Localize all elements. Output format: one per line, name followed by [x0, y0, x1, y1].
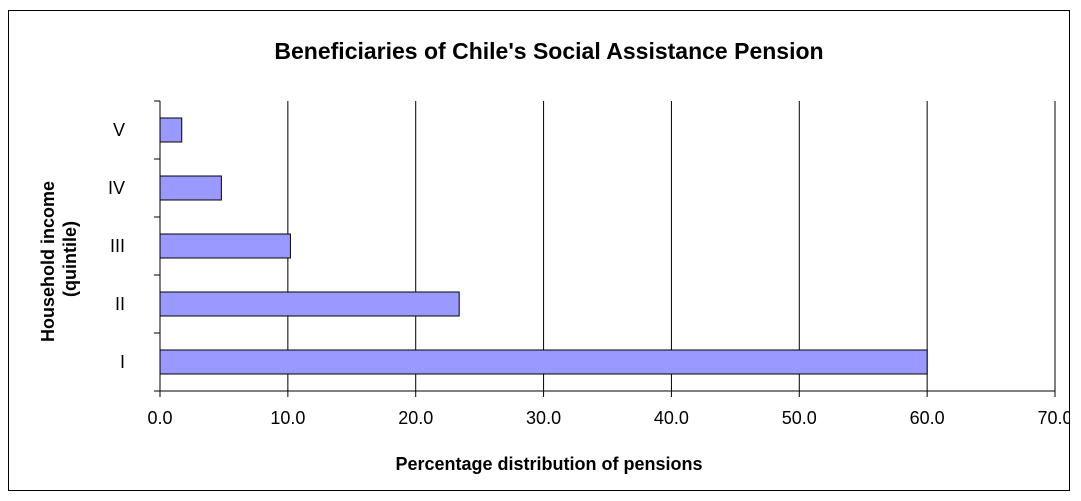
bar: [159, 233, 291, 259]
x-axis-title: Percentage distribution of pensions: [395, 454, 702, 474]
bar: [159, 349, 928, 375]
bar-chart: Beneficiaries of Chile's Social Assistan…: [38, 38, 1069, 474]
bar: [159, 175, 222, 201]
x-tick-label: 10.0: [270, 408, 305, 428]
y-tick-label: II: [115, 294, 125, 314]
x-tick-label: 40.0: [654, 408, 689, 428]
x-tick-label: 30.0: [526, 408, 561, 428]
y-axis-title-line-2: (quintile): [60, 221, 80, 297]
gridlines: [287, 101, 1056, 391]
x-tick-label: 0.0: [147, 408, 172, 428]
chart-title: Beneficiaries of Chile's Social Assistan…: [274, 38, 823, 64]
y-tick-label: IV: [108, 178, 125, 198]
bar: [159, 117, 183, 143]
y-tick-label: I: [120, 352, 125, 372]
x-tick-label: 60.0: [910, 408, 945, 428]
chart-frame: Beneficiaries of Chile's Social Assistan…: [8, 10, 1070, 491]
y-tick-label: III: [110, 236, 125, 256]
y-tick-label: V: [113, 120, 125, 140]
x-tick-label: 20.0: [398, 408, 433, 428]
bar: [159, 291, 460, 317]
x-tick-label: 70.0: [1037, 408, 1069, 428]
y-axis-title-line-1: Household income: [38, 181, 58, 342]
axes: [154, 100, 1056, 397]
bars: [159, 117, 928, 375]
x-tick-labels: 0.0 10.0 20.0 30.0 40.0 50.0 60.0 70.0: [147, 408, 1069, 428]
y-axis-title: Household income (quintile): [38, 176, 80, 342]
x-tick-label: 50.0: [782, 408, 817, 428]
